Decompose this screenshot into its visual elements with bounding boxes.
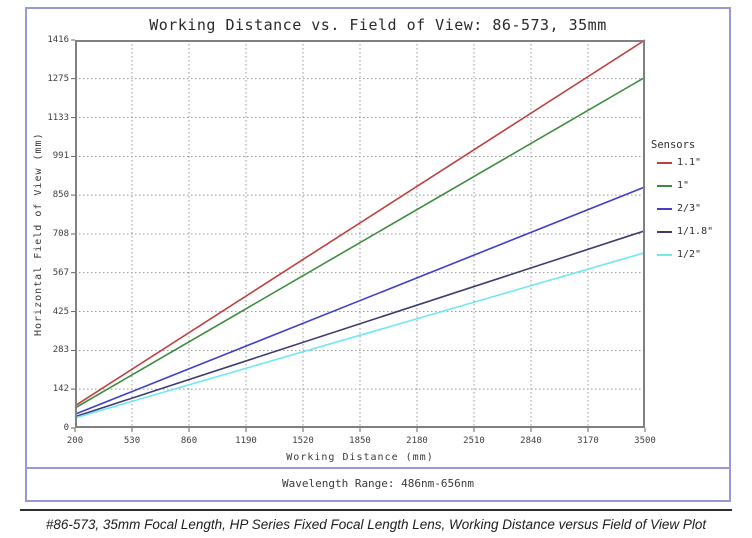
legend-item-label: 1/2": [677, 249, 702, 260]
x-tick-label: 2180: [406, 436, 428, 446]
x-tick-label: 3170: [577, 436, 599, 446]
y-tick-label: 567: [52, 267, 69, 278]
legend-swatch: [657, 184, 672, 187]
legend-item: 1/2": [657, 249, 713, 260]
plot-canvas: [71, 39, 646, 432]
y-tick-label: 1275: [47, 73, 69, 84]
wavelength-panel: Wavelength Range: 486nm-656nm: [25, 469, 731, 502]
legend-item-label: 1/1.8": [677, 226, 714, 237]
legend-item-label: 2/3": [677, 203, 702, 214]
x-tick-label: 1850: [349, 436, 371, 446]
chart-title: Working Distance vs. Field of View: 86-5…: [149, 16, 607, 34]
legend-item-label: 1.1": [677, 157, 702, 168]
wavelength-note: Wavelength Range: 486nm-656nm: [281, 477, 475, 490]
legend-item-label: 1": [677, 180, 690, 191]
figure-caption: #86-573, 35mm Focal Length, HP Series Fi…: [45, 517, 707, 532]
legend-item: 1": [657, 180, 713, 191]
caption-divider: [20, 509, 732, 511]
y-tick-label: 142: [52, 384, 69, 395]
x-tick-label: 1520: [292, 436, 314, 446]
legend-item: 1.1": [657, 157, 713, 168]
y-tick-label: 1133: [47, 112, 69, 123]
y-tick-label: 991: [52, 151, 69, 162]
legend-swatch: [657, 161, 672, 164]
x-tick-label: 530: [123, 436, 141, 446]
legend-item: 2/3": [657, 203, 713, 214]
legend: Sensors 1.1" 1" 2/3" 1/1.8" 1/2": [651, 139, 713, 272]
x-tick-label: 2510: [463, 436, 485, 446]
x-tick-label: 1190: [235, 436, 257, 446]
legend-swatch: [657, 253, 672, 256]
x-tick-label: 2840: [520, 436, 542, 446]
legend-items: 1.1" 1" 2/3" 1/1.8" 1/2": [651, 157, 713, 260]
y-tick-label: 425: [52, 306, 69, 317]
y-tick-label: 283: [52, 345, 69, 356]
x-axis-label: Working Distance (mm): [286, 452, 434, 463]
y-tick-label: 1416: [47, 35, 69, 45]
legend-item: 1/1.8": [657, 226, 713, 237]
legend-title: Sensors: [651, 139, 696, 151]
legend-swatch: [657, 230, 672, 233]
chart-panel: Working Distance vs. Field of View: 86-5…: [25, 7, 731, 469]
x-tick-label: 860: [180, 436, 198, 446]
legend-swatch: [657, 207, 672, 210]
y-tick-label: 850: [52, 190, 69, 201]
y-tick-label: 0: [63, 423, 69, 433]
x-tick-label: 3500: [634, 436, 656, 446]
plot-area: [71, 39, 646, 432]
x-tick-label: 200: [66, 436, 84, 446]
y-tick-label: 708: [52, 229, 69, 239]
